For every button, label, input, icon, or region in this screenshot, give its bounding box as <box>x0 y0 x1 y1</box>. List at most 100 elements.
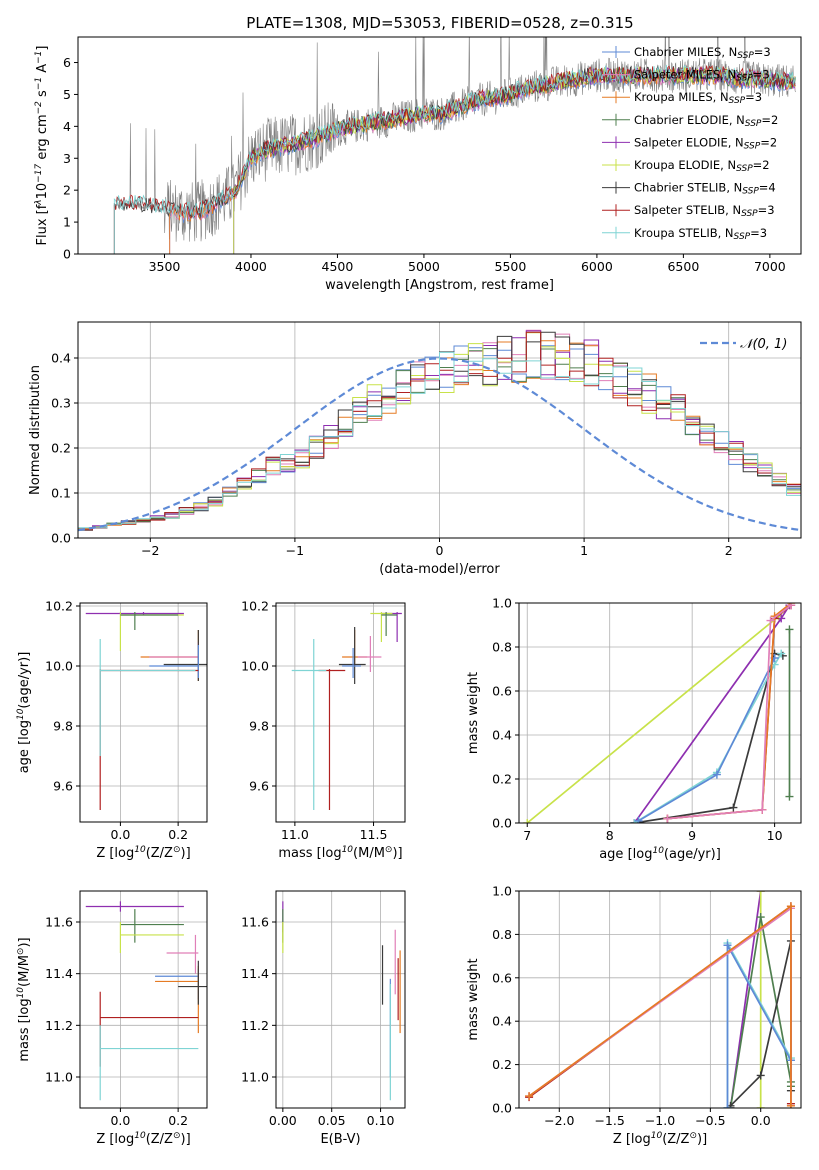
spectrum-ylabel-part: Flux [f <box>35 204 50 245</box>
x-tick-label: 0.0 <box>110 827 130 842</box>
legend-label-kroupa-elodie-part: Kroupa ELODIE, N <box>634 158 736 172</box>
legend-label-salpeter-elodie-part: Salpeter ELODIE, N <box>634 135 744 149</box>
x-tick-label: −2.0 <box>544 1113 574 1128</box>
mass-vs-z-ylabel-part: (M/M <box>17 955 32 987</box>
legend-label-kroupa-stelib-part: =3 <box>750 226 767 240</box>
y-tick-label: 10.2 <box>241 599 269 614</box>
y-tick-label: 11.6 <box>45 915 73 930</box>
legend-label-salpeter-miles: Salpeter MILES, NSSP=3 <box>634 68 770 84</box>
weight-vs-age-xlabel-part: age [log <box>599 847 652 862</box>
y-tick-label: 3 <box>63 151 71 166</box>
weight-marker-kroupa-elodie <box>523 819 532 823</box>
spectrum-ylabel: Flux [fλ10−17 erg cm−2 s−1 A−1] <box>34 46 50 246</box>
x-tick-label: 3500 <box>149 259 181 274</box>
x-tick-label: 0.0 <box>110 1113 130 1128</box>
age-vs-z-xlabel-part: Z [log <box>96 846 134 861</box>
residuals-plot-area <box>78 329 801 538</box>
mass-vs-z-ylabel-part: 10 <box>16 987 26 999</box>
y-tick-label: 0.0 <box>492 816 512 831</box>
y-tick-label: 6 <box>63 55 71 70</box>
mass-vs-ebv-xlabel: E(B-V) <box>320 1132 360 1147</box>
x-tick-label: 0.10 <box>367 1113 395 1128</box>
x-tick-label: 11.5 <box>360 827 388 842</box>
plot-layer: 3500 4000 4500 5000 5500 6000 6500 7000 0 1 2 3 4 5 6 C… <box>16 36 802 1147</box>
mass-vs-z-ylabel-part: )] <box>17 937 32 947</box>
legend-label-salpeter-elodie-part: =2 <box>760 135 777 149</box>
legend-label-salpeter-miles-part: SSP <box>736 74 753 84</box>
y-tick-label: 0.6 <box>492 684 512 699</box>
x-tick-label: −1 <box>286 543 304 558</box>
legend-label-chabrier-miles-part: SSP <box>737 51 754 61</box>
legend-label-chabrier-elodie: Chabrier ELODIE, NSSP=2 <box>634 113 778 129</box>
x-tick-label: 6500 <box>667 259 699 274</box>
y-tick-label: 0.8 <box>492 640 512 655</box>
age-vs-mass-xlabel-part: (M/M <box>353 846 385 861</box>
legend-label-kroupa-stelib-part: SSP <box>734 232 751 242</box>
x-tick-label: 0.2 <box>168 1113 188 1128</box>
figure-title: PLATE=1308, MJD=53053, FIBERID=0528, z=0… <box>246 14 633 32</box>
weight-vs-age-xlabel-part: 10 <box>652 846 664 856</box>
weight-vs-age-plot-area <box>523 603 796 823</box>
legend-label-chabrier-elodie-part: SSP <box>745 119 762 129</box>
weight-line-salpeter-miles <box>667 604 792 820</box>
legend-label-chabrier-elodie-part: =2 <box>761 113 778 127</box>
x-tick-label: 9 <box>688 828 696 843</box>
y-tick-label: 9.8 <box>249 719 269 734</box>
residuals-ylabel: Normed distribution <box>28 365 43 495</box>
weight-vs-age-xlabel: age [log10(age/yr)] <box>599 846 721 862</box>
weight-marker-chabrier-miles <box>712 770 721 779</box>
mass-vs-z-xlabel-part: (Z/Z <box>146 1132 173 1147</box>
legend-label-salpeter-stelib-part: =3 <box>758 203 775 217</box>
y-tick-label: 5 <box>63 87 71 102</box>
legend-label-kroupa-miles-part: SSP <box>729 96 746 106</box>
legend-label-chabrier-miles: Chabrier MILES, NSSP=3 <box>634 45 771 61</box>
age-vs-mass-panel: 11.0 11.5 9.6 9.8 10.0 10.2 mass [log10(M/M⊙)] <box>241 599 406 861</box>
x-tick-label: 5000 <box>408 259 440 274</box>
spectrum-ylabel-part: 10 <box>35 183 50 200</box>
weight-marker-chabrier-miles <box>723 1104 732 1108</box>
x-tick-label: −2 <box>141 543 159 558</box>
weight-marker-chabrier-stelib <box>756 1071 765 1080</box>
legend-label-salpeter-elodie: Salpeter ELODIE, NSSP=2 <box>634 135 777 151</box>
y-tick-label: 10.0 <box>241 659 269 674</box>
y-tick-label: 11.4 <box>45 966 73 981</box>
weight-marker-kroupa-miles <box>786 902 795 911</box>
y-tick-label: 4 <box>63 119 71 134</box>
y-tick-label: 0.2 <box>51 441 71 456</box>
y-tick-label: 10.2 <box>45 599 73 614</box>
legend-label-kroupa-elodie-part: =2 <box>753 158 770 172</box>
age-vs-mass-xlabel-part: )] <box>392 846 402 861</box>
mass-vs-z-ylabel: mass [log10(M/M⊙)] <box>16 937 32 1061</box>
weight-marker-kroupa-elodie <box>756 1104 765 1108</box>
age-vs-z-panel: 0.0 0.29.69.810.010.2Z [log10(Z/Z⊙)]age [… <box>16 599 208 861</box>
age-vs-z-ylabel-part: 10 <box>16 708 26 720</box>
x-tick-label: 11.0 <box>281 827 309 842</box>
residuals-xlabel: (data-model)/error <box>379 562 500 577</box>
y-tick-label: 1 <box>63 215 71 230</box>
mass-vs-ebv-plot-area <box>282 901 401 1101</box>
weight-marker-salpeter-miles <box>766 616 775 625</box>
weight-marker-kroupa-stelib <box>630 819 639 823</box>
spectrum-plot-area <box>113 37 796 254</box>
weight-vs-z-xlabel-part: 10 <box>651 1131 663 1141</box>
x-tick-label: 6000 <box>581 259 613 274</box>
x-tick-label: 1 <box>580 543 588 558</box>
legend-label-kroupa-stelib-part: Kroupa STELIB, N <box>634 226 734 240</box>
legend-label-salpeter-elodie-part: SSP <box>744 141 761 151</box>
spectrum-ylabel-part: −1 <box>34 51 44 64</box>
age-vs-mass-plot-area <box>291 612 402 810</box>
legend-label-normal: 𝒩(0, 1) <box>740 337 787 352</box>
y-tick-label: 9.6 <box>249 779 269 794</box>
legend-label-chabrier-stelib-part: SSP <box>742 187 759 197</box>
x-tick-label: 8 <box>606 828 614 843</box>
legend-label-kroupa-miles-part: Kroupa MILES, N <box>634 90 729 104</box>
mass-vs-z-xlabel-part: Z [log <box>96 1132 134 1147</box>
weight-marker-chabrier-elodie <box>756 913 765 922</box>
y-tick-label: 0.3 <box>51 396 71 411</box>
y-tick-label: 11.0 <box>241 1070 269 1085</box>
spectrum-ylabel-part: λ <box>34 199 44 205</box>
normal-curve <box>78 357 801 532</box>
weight-marker-chabrier-miles <box>634 816 643 823</box>
weight-marker-kroupa-miles <box>786 1101 795 1108</box>
